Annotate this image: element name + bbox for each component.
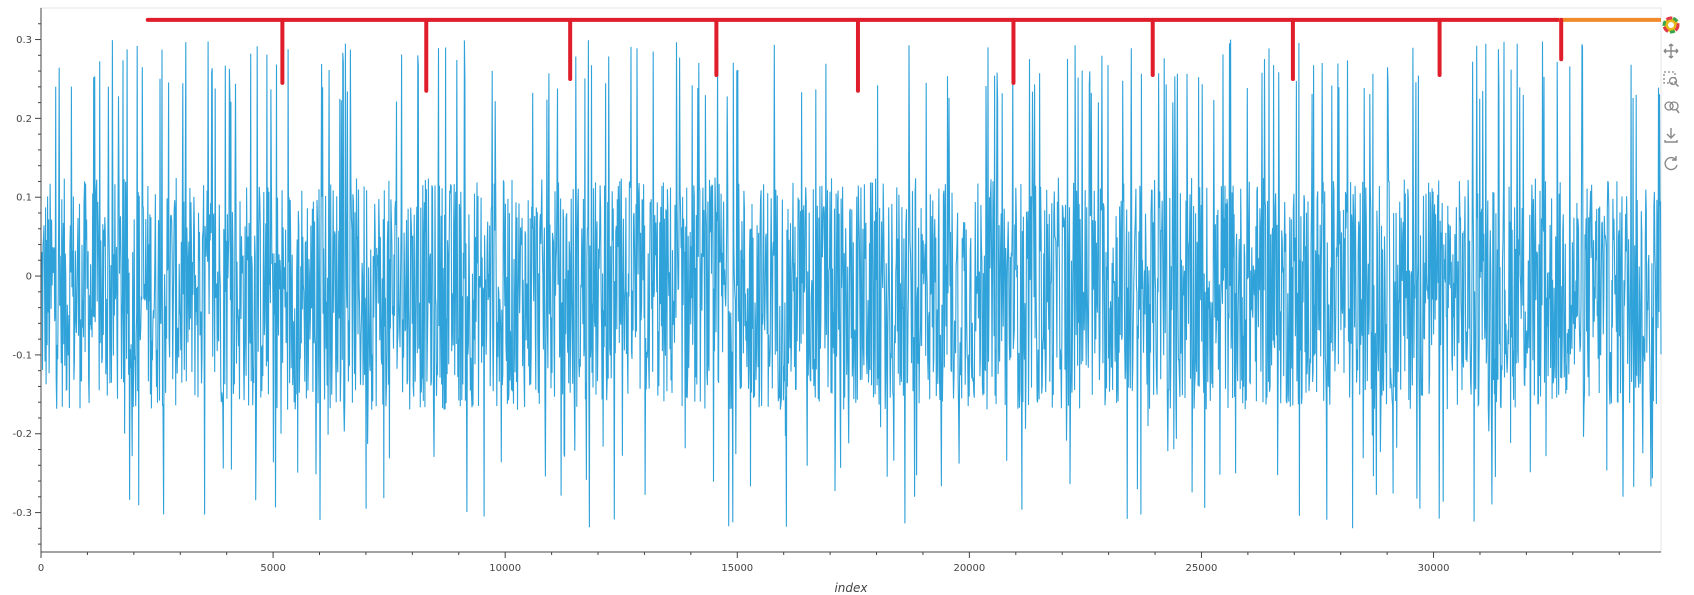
x-tick-label: 5000 (260, 563, 285, 574)
pan-icon[interactable] (1658, 38, 1684, 64)
save-icon[interactable] (1658, 122, 1684, 148)
wheel-zoom-icon[interactable] (1658, 94, 1684, 120)
x-tick-label: 30000 (1418, 563, 1450, 574)
y-tick-label: 0 (26, 272, 32, 283)
y-tick-label: -0.2 (12, 429, 32, 440)
bokeh-logo-icon[interactable] (1658, 12, 1684, 38)
y-tick-label: 0.3 (16, 35, 32, 46)
y-axis: 0.3 0.2 0.1 0 -0.1 -0.2 -0.3 (12, 8, 42, 552)
x-tick-label: 0 (38, 563, 44, 574)
y-tick-label: -0.3 (12, 508, 32, 519)
x-tick-label: 20000 (953, 563, 985, 574)
y-tick-label: 0.2 (16, 114, 32, 125)
reset-icon[interactable] (1658, 150, 1684, 176)
x-tick-label: 10000 (489, 563, 521, 574)
series-layer (40, 39, 1662, 529)
y-tick-label: -0.1 (12, 350, 32, 361)
box-zoom-icon[interactable] (1658, 66, 1684, 92)
x-tick-label: 15000 (721, 563, 753, 574)
x-axis: 0 5000 10000 15000 20000 25000 30000 (38, 551, 1661, 574)
annotation-layer (145, 17, 1661, 93)
x-axis-title: index (834, 581, 868, 595)
x-tick-label: 25000 (1186, 563, 1218, 574)
series-line (40, 39, 1662, 529)
y-tick-label: 0.1 (16, 193, 32, 204)
chart-toolbar (1650, 4, 1690, 184)
